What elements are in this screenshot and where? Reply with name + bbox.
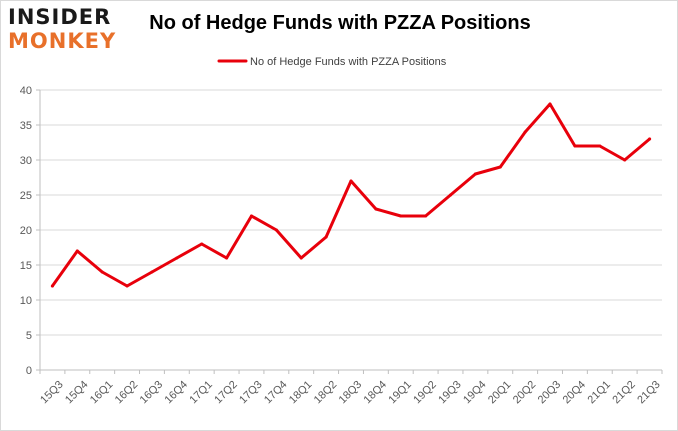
x-tick-label: 20Q4: [561, 379, 589, 407]
data-point: [424, 214, 428, 218]
x-tick-label: 20Q1: [486, 379, 514, 407]
chart-title: No of Hedge Funds with PZZA Positions: [149, 12, 531, 34]
x-tick-label: 17Q4: [262, 379, 290, 407]
data-point: [249, 214, 253, 218]
x-tick-label: 18Q1: [287, 379, 315, 407]
x-tick-label: 20Q2: [511, 379, 539, 407]
data-point: [548, 102, 552, 106]
logo-line-top: INSIDER: [8, 5, 112, 29]
x-tick-label: 20Q3: [536, 379, 564, 407]
x-tick-label: 21Q2: [610, 379, 638, 407]
data-point: [225, 256, 229, 260]
data-point: [498, 165, 502, 169]
x-tick-label: 18Q2: [312, 379, 340, 407]
y-tick-label: 30: [20, 155, 32, 167]
x-tick-label: 15Q4: [63, 379, 91, 407]
legend: No of Hedge Funds with PZZA Positions: [217, 56, 447, 68]
x-tick-label: 16Q1: [88, 379, 116, 407]
x-tick-label: 16Q2: [113, 379, 141, 407]
x-tick-label: 21Q3: [635, 379, 663, 407]
x-tick-label: 18Q4: [362, 379, 390, 407]
x-tick-label: 17Q3: [237, 379, 265, 407]
y-tick-label: 0: [26, 365, 32, 377]
data-point: [349, 179, 353, 183]
legend-label: No of Hedge Funds with PZZA Positions: [250, 56, 447, 68]
x-tick-label: 16Q4: [163, 379, 191, 407]
x-tick-label: 21Q1: [585, 379, 613, 407]
x-tick-label: 16Q3: [138, 379, 166, 407]
x-tick-label: 17Q2: [212, 379, 240, 407]
logo-line-bottom: MONKEY: [8, 29, 117, 53]
data-point: [100, 270, 104, 274]
x-tick-label: 19Q4: [461, 379, 489, 407]
data-point: [75, 249, 79, 253]
x-tick-labels: 15Q315Q416Q116Q216Q316Q417Q117Q217Q317Q4…: [38, 379, 663, 407]
y-tick-label: 40: [20, 85, 32, 97]
x-tick-label: 17Q1: [187, 379, 215, 407]
x-tick-label: 19Q1: [386, 379, 414, 407]
grid-lines: [40, 89, 662, 371]
data-point: [274, 228, 278, 232]
x-tick-label: 15Q3: [38, 379, 66, 407]
data-point: [449, 193, 453, 197]
axes: [36, 89, 663, 374]
data-point: [648, 137, 652, 141]
y-tick-label: 15: [20, 260, 32, 272]
insider-monkey-logo: INSIDER MONKEY: [8, 6, 128, 56]
data-point: [573, 144, 577, 148]
data-point: [399, 214, 403, 218]
data-point: [175, 256, 179, 260]
x-tick-label: 19Q2: [411, 379, 439, 407]
x-tick-label: 19Q3: [436, 379, 464, 407]
data-point: [523, 130, 527, 134]
data-point: [473, 172, 477, 176]
y-tick-label: 35: [20, 120, 32, 132]
data-point: [200, 242, 204, 246]
data-point: [299, 256, 303, 260]
data-point: [598, 144, 602, 148]
x-tick-label: 18Q3: [337, 379, 365, 407]
y-tick-label: 20: [20, 225, 32, 237]
series-lines: [50, 102, 652, 288]
data-point: [50, 284, 54, 288]
y-tick-label: 25: [20, 190, 32, 202]
data-point: [324, 235, 328, 239]
data-point: [125, 284, 129, 288]
y-tick-labels: 0 5 10 15 20 25 30 35 40: [20, 85, 32, 377]
y-tick-label: 10: [20, 295, 32, 307]
data-point: [374, 207, 378, 211]
data-point: [623, 158, 627, 162]
data-point: [150, 270, 154, 274]
y-tick-label: 5: [26, 330, 32, 342]
